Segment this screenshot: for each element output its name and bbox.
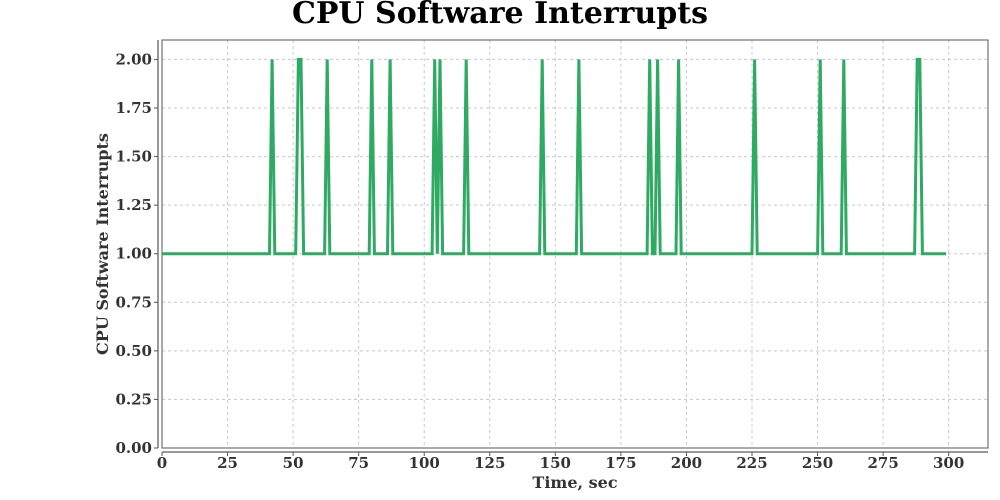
axes — [154, 40, 988, 456]
y-tick-label: 0.00 — [115, 439, 152, 457]
x-tick-label: 0 — [157, 454, 167, 472]
y-tick-label: 0.50 — [115, 342, 152, 360]
y-axis-label: CPU Software Interrupts — [93, 133, 112, 355]
y-tick-label: 1.00 — [115, 245, 152, 263]
x-tick-label: 250 — [802, 454, 833, 472]
x-axis-label: Time, sec — [532, 473, 617, 492]
grid-lines — [161, 40, 988, 449]
y-tick-label: 1.75 — [115, 99, 152, 117]
chart-title: CPU Software Interrupts — [292, 0, 708, 31]
series-line — [162, 57, 946, 256]
x-tick-label: 175 — [605, 454, 636, 472]
y-tick-label: 2.00 — [115, 50, 152, 68]
x-tick-label: 200 — [671, 454, 702, 472]
y-tick-label: 0.25 — [115, 390, 152, 408]
x-tick-label: 150 — [540, 454, 571, 472]
x-tick-label: 125 — [474, 454, 505, 472]
tick-labels: 0 25 50 75 100 125 150 175 200 225 250 275 300 0.00 0.… — [115, 50, 964, 472]
x-tick-label: 75 — [348, 454, 369, 472]
y-tick-label: 1.50 — [115, 148, 152, 166]
plot-frame — [161, 39, 989, 449]
y-tick-label: 1.25 — [115, 196, 152, 214]
x-tick-label: 275 — [867, 454, 898, 472]
x-tick-label: 50 — [283, 454, 304, 472]
series-lines — [162, 57, 946, 256]
y-tick-label: 0.75 — [115, 293, 152, 311]
x-tick-label: 225 — [736, 454, 767, 472]
x-tick-label: 300 — [933, 454, 964, 472]
x-tick-label: 100 — [409, 454, 440, 472]
x-tick-label: 25 — [217, 454, 238, 472]
